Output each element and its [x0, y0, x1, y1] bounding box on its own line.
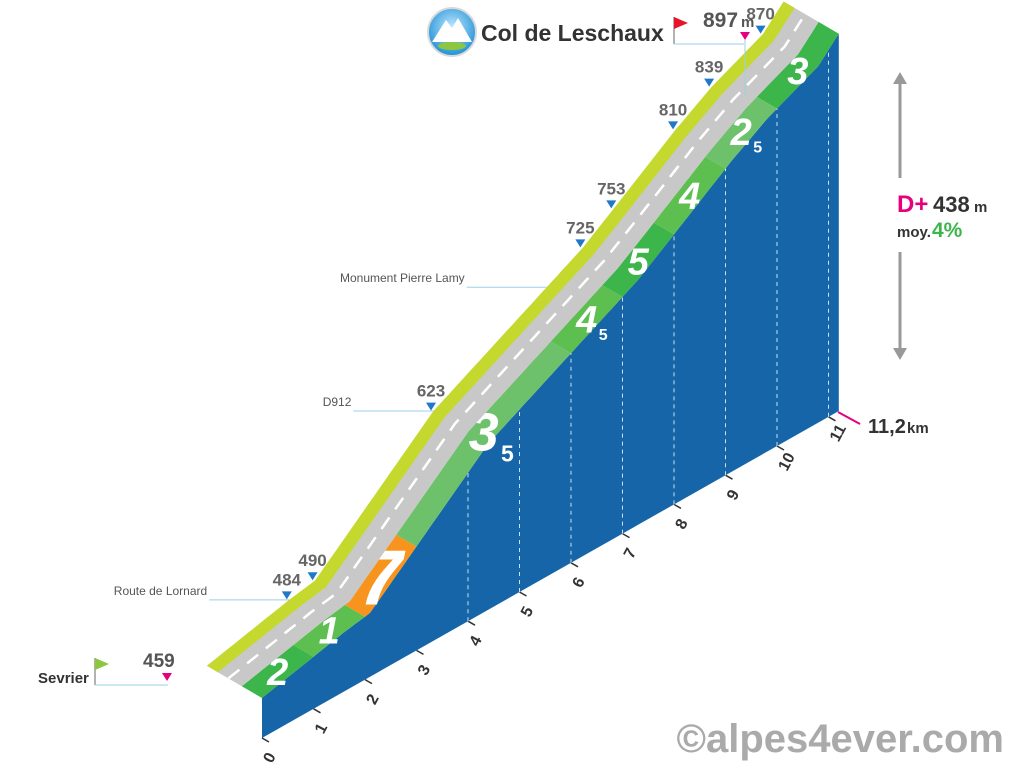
gradient-segment	[550, 285, 623, 354]
profile-side-face	[262, 33, 839, 738]
distance-value: 11,2	[868, 416, 906, 438]
annotations: Route de Lornard D912 Monument Pierre Lamy	[114, 271, 547, 601]
elevation-summary: D+ 438 m moy. 4%	[893, 72, 987, 360]
watermark: ©alpes4ever.com	[677, 717, 1004, 761]
altitude-marker-icon	[575, 239, 586, 248]
start-altitude: 459	[143, 651, 175, 672]
annotation-label: Monument Pierre Lamy	[340, 271, 465, 285]
gradient-segment	[293, 604, 365, 657]
km-tick	[776, 445, 785, 451]
km-tick	[570, 562, 579, 568]
gradient-segment	[344, 534, 417, 617]
summit-altitude: 897	[703, 9, 738, 32]
km-tick	[622, 532, 630, 539]
gradient-label: 4	[575, 300, 597, 342]
average-prefix: moy.	[897, 224, 931, 241]
altitude-marker-icon	[755, 25, 766, 34]
road-surface	[206, 1, 819, 687]
start-marker-icon	[162, 673, 172, 681]
altitude-marker-label: 810	[659, 100, 687, 119]
gain-prefix: D+	[897, 191, 928, 218]
gradient-label: 3	[787, 51, 808, 93]
distance-block: 11,2 km	[837, 411, 929, 438]
gradient-label: 2	[730, 112, 752, 154]
start-name: Sevrier	[38, 670, 89, 687]
gradient-sub-label: 5	[501, 440, 514, 466]
summit-marker-icon	[740, 32, 750, 40]
gradient-segment	[241, 645, 314, 698]
road-surface	[214, 5, 819, 687]
km-tick	[313, 708, 321, 714]
km-tick	[364, 678, 373, 685]
km-tick-label: 10	[776, 450, 799, 474]
gradient-segment	[396, 341, 571, 547]
km-tick-label: 4	[467, 633, 486, 649]
km-tick-label: 3	[415, 662, 434, 678]
km-tick-label: 8	[673, 516, 692, 532]
road-centre-line	[227, 13, 807, 680]
start-block: Sevrier 459	[38, 651, 175, 687]
altitude-marker-label: 870	[746, 5, 774, 24]
km-tick-label: 1	[312, 721, 331, 737]
arrow-up-icon	[893, 72, 907, 84]
gain-value: 438	[933, 192, 970, 217]
km-tick	[673, 503, 682, 510]
altitude-marker-label: 484	[273, 570, 302, 589]
distance-unit: km	[907, 420, 929, 437]
side-face	[262, 33, 839, 738]
gain-unit: m	[974, 199, 987, 216]
altitude-marker-icon	[606, 200, 617, 209]
km-tick-label: 7	[621, 546, 640, 562]
km-tick-label: 6	[570, 575, 589, 591]
gradient-segment	[602, 222, 674, 297]
altitude-marker-label: 725	[566, 218, 594, 237]
altitude-marker-icon	[426, 402, 436, 411]
altitude-marker-icon	[668, 121, 679, 130]
gradient-segment	[653, 156, 726, 235]
altitude-marker-icon	[704, 78, 715, 87]
annotation-label: Route de Lornard	[114, 584, 207, 598]
altitude-marker-label: 839	[695, 58, 723, 77]
road-edge	[206, 1, 795, 673]
title-block: Col de Leschaux 897 m	[427, 7, 754, 96]
mountain-logo-icon	[427, 7, 477, 57]
altitude-marker-label: 623	[417, 382, 445, 401]
altitude-marker-label: 490	[298, 551, 326, 570]
gradient-label: 4	[678, 176, 700, 218]
altitude-marker-icon	[307, 572, 318, 581]
gradient-segment	[756, 21, 839, 109]
altitude-marker-label: 753	[597, 179, 625, 198]
summit-flag-icon	[673, 17, 688, 44]
km-tick	[261, 737, 270, 743]
km-tick	[416, 649, 424, 656]
annotation-label: D912	[323, 395, 352, 409]
arrow-down-icon	[893, 348, 907, 360]
km-tick-label: 0	[261, 750, 280, 766]
km-tick-label: 11	[827, 422, 850, 445]
gradient-label: 5	[628, 241, 650, 283]
km-tick	[725, 474, 733, 480]
km-tick	[828, 416, 836, 422]
gradient-segment	[705, 96, 777, 169]
km-tick	[467, 620, 476, 626]
km-tick-label: 2	[364, 692, 383, 708]
average-gradient: 4%	[932, 219, 963, 242]
start-flag-icon	[94, 658, 109, 685]
chart-title: Col de Leschaux	[481, 20, 664, 46]
distance-marker	[837, 411, 861, 425]
altitude-marker-icon	[281, 591, 292, 600]
km-tick-label: 5	[518, 604, 537, 620]
gradient-label: 1	[319, 611, 340, 653]
summit-unit: m	[741, 14, 754, 31]
km-tick-label: 9	[724, 487, 743, 503]
gradient-sub-label: 5	[753, 140, 762, 157]
gradient-sub-label: 5	[599, 327, 608, 344]
km-tick	[519, 591, 527, 597]
